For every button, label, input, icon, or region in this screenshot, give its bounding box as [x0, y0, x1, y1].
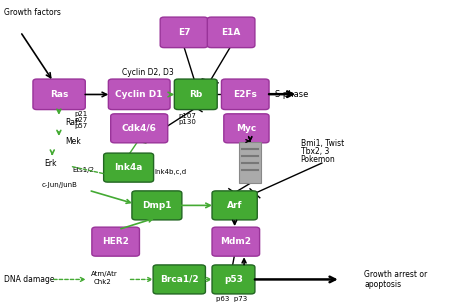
FancyBboxPatch shape [212, 265, 255, 294]
Text: Chk2: Chk2 [93, 279, 111, 285]
FancyBboxPatch shape [132, 191, 182, 220]
Text: Cyclin D1: Cyclin D1 [116, 90, 163, 99]
Text: c-Jun/JunB: c-Jun/JunB [41, 182, 77, 188]
Text: p107: p107 [178, 113, 196, 119]
Text: Bmi1, Twist: Bmi1, Twist [301, 139, 344, 149]
Text: p27: p27 [74, 117, 88, 123]
Text: Dmp1: Dmp1 [142, 201, 172, 210]
FancyBboxPatch shape [160, 17, 208, 48]
FancyBboxPatch shape [111, 114, 168, 143]
Text: Pokemon: Pokemon [301, 155, 336, 163]
FancyBboxPatch shape [92, 227, 139, 256]
Text: Raf: Raf [65, 118, 78, 127]
Text: Rb: Rb [189, 90, 202, 99]
Text: S phase: S phase [275, 90, 308, 99]
Bar [239, 142, 261, 183]
FancyBboxPatch shape [104, 153, 154, 182]
FancyBboxPatch shape [221, 79, 269, 109]
Text: Mek: Mek [65, 138, 81, 146]
FancyBboxPatch shape [153, 265, 205, 294]
FancyBboxPatch shape [33, 79, 85, 109]
Text: Cdk4/6: Cdk4/6 [122, 124, 157, 133]
FancyBboxPatch shape [224, 114, 269, 143]
Text: HER2: HER2 [102, 237, 129, 246]
Text: Cyclin D2, D3: Cyclin D2, D3 [121, 68, 173, 77]
Text: Ink4b,c,d: Ink4b,c,d [155, 169, 187, 175]
Text: Arf: Arf [227, 201, 242, 210]
Text: p130: p130 [178, 119, 196, 125]
Text: p57: p57 [74, 123, 88, 129]
Text: Tbx2, 3: Tbx2, 3 [301, 147, 329, 156]
Text: Ets1/2: Ets1/2 [72, 167, 94, 173]
Text: Ras: Ras [50, 90, 68, 99]
Text: E1A: E1A [221, 28, 241, 37]
FancyBboxPatch shape [212, 191, 257, 220]
Text: Brca1/2: Brca1/2 [160, 275, 199, 284]
Text: E7: E7 [178, 28, 190, 37]
Text: Atm/Atr: Atm/Atr [91, 271, 118, 278]
Text: Mdm2: Mdm2 [220, 237, 251, 246]
FancyBboxPatch shape [212, 227, 260, 256]
Text: Erk: Erk [44, 159, 56, 167]
Text: p53: p53 [224, 275, 243, 284]
Text: p63  p73: p63 p73 [216, 296, 247, 302]
Text: DNA damage: DNA damage [4, 275, 54, 284]
Text: Growth arrest or
apoptosis: Growth arrest or apoptosis [364, 270, 428, 289]
Text: Myc: Myc [237, 124, 256, 133]
FancyBboxPatch shape [109, 79, 170, 109]
Text: p21: p21 [74, 111, 88, 117]
Text: Growth factors: Growth factors [4, 8, 61, 17]
Text: Ink4a: Ink4a [114, 163, 143, 172]
Text: E2Fs: E2Fs [233, 90, 257, 99]
FancyBboxPatch shape [207, 17, 255, 48]
FancyBboxPatch shape [174, 79, 217, 109]
